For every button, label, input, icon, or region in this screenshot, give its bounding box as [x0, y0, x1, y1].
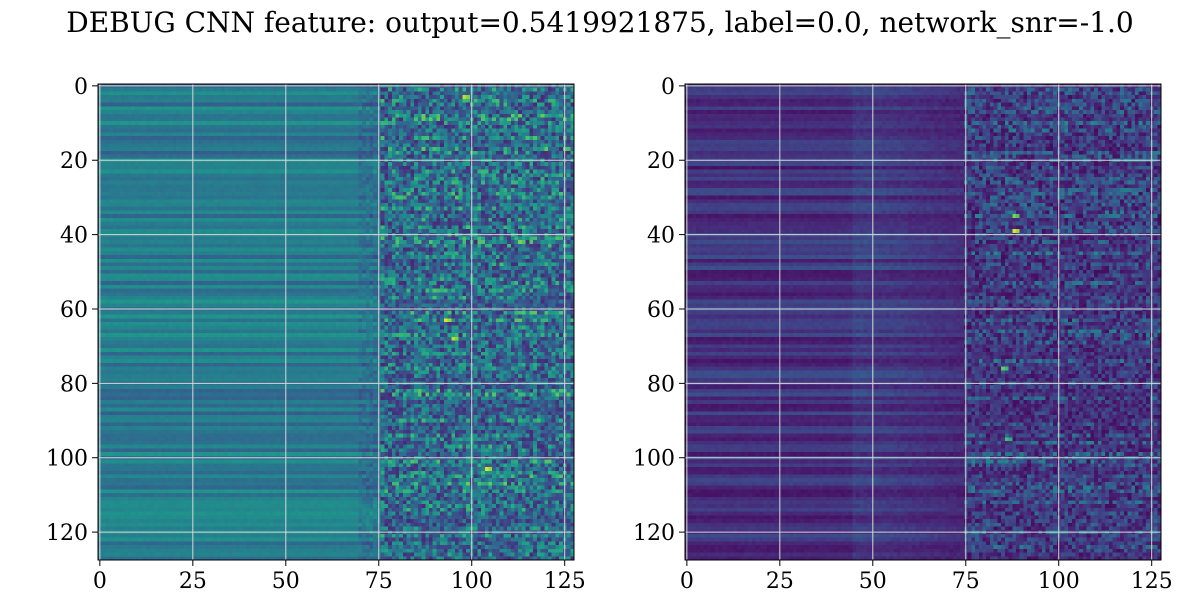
x-tick-label: 0 — [93, 569, 107, 594]
x-tick-label: 50 — [859, 569, 887, 594]
y-tick-label: 0 — [661, 75, 675, 100]
axes-frame — [97, 83, 575, 561]
x-tick-label: 125 — [1131, 569, 1173, 594]
y-tick-label: 120 — [46, 521, 88, 546]
y-tick-label: 100 — [633, 447, 675, 472]
y-tick-label: 20 — [647, 149, 675, 174]
x-tick-label: 125 — [544, 569, 586, 594]
y-tick-label: 80 — [60, 372, 88, 397]
y-tick-label: 100 — [46, 447, 88, 472]
axes-frame — [684, 83, 1162, 561]
y-tick-label: 80 — [647, 372, 675, 397]
x-tick-label: 100 — [1038, 569, 1080, 594]
heatmap-left: 0 25 50 75 100 125 0 20 40 60 80 100 120 — [46, 75, 586, 594]
heatmap-image — [98, 84, 574, 560]
y-tick-label: 40 — [60, 224, 88, 249]
heatmap-right: 0 25 50 75 100 125 0 20 40 60 80 100 120 — [633, 75, 1173, 594]
x-tick-label: 25 — [766, 569, 794, 594]
y-tick-label: 0 — [74, 75, 88, 100]
heatmap-image — [685, 84, 1161, 560]
x-tick-label: 75 — [365, 569, 393, 594]
x-tick-label: 100 — [451, 569, 493, 594]
y-tick-label: 40 — [647, 224, 675, 249]
y-tick-label: 60 — [647, 298, 675, 323]
y-tick-label: 120 — [633, 521, 675, 546]
y-tick-label: 20 — [60, 149, 88, 174]
x-tick-label: 25 — [179, 569, 207, 594]
figure-title: DEBUG CNN feature: output=0.5419921875, … — [66, 6, 1134, 39]
x-tick-label: 75 — [952, 569, 980, 594]
x-tick-label: 50 — [272, 569, 300, 594]
x-tick-label: 0 — [680, 569, 694, 594]
y-tick-label: 60 — [60, 298, 88, 323]
